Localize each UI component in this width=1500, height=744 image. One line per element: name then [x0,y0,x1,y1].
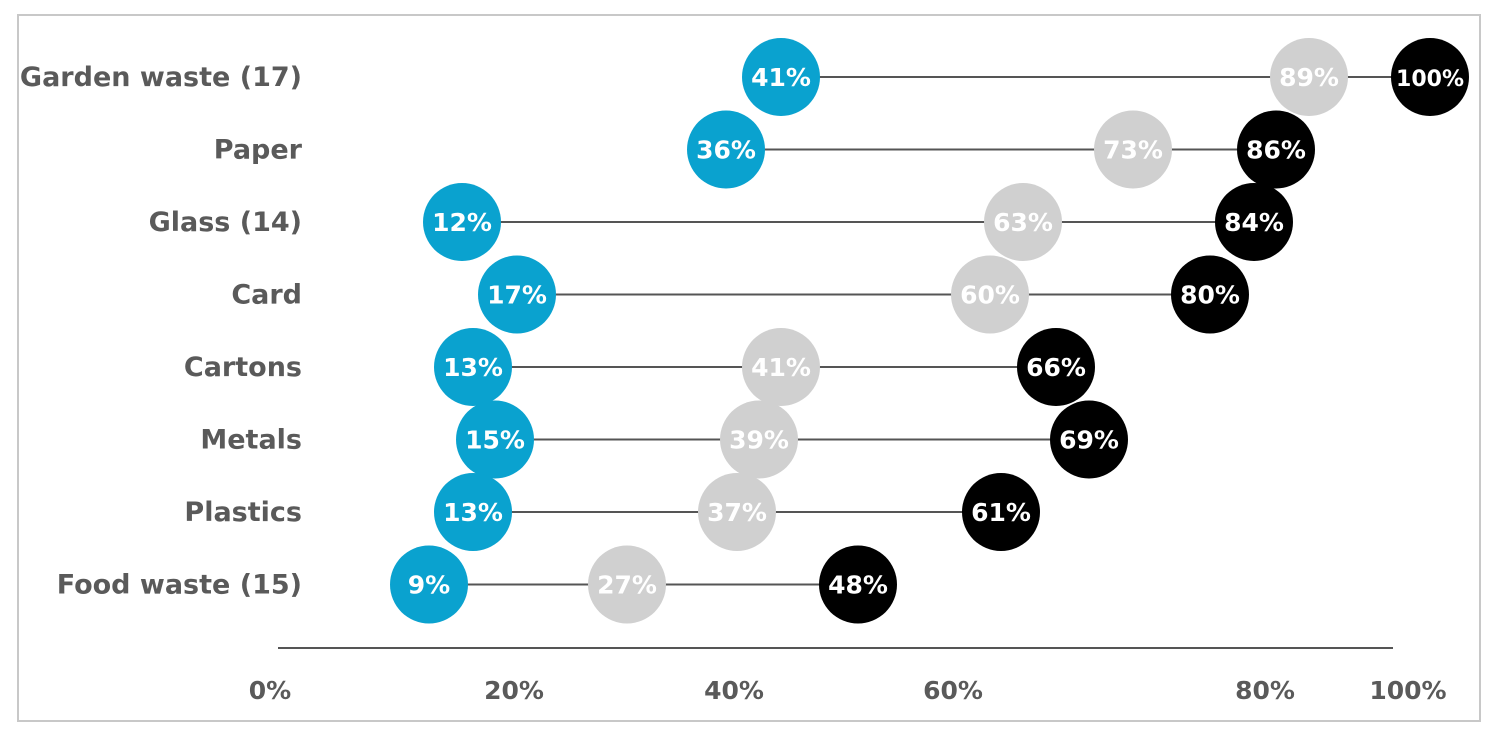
x-tick-label: 0% [249,676,291,705]
category-label: Metals [200,425,302,456]
data-point [962,473,1040,551]
data-label: 37% [707,498,767,527]
data-label: 69% [1059,426,1119,455]
chart-frame [17,14,1481,722]
data-point [1215,183,1293,261]
data-label: 15% [465,426,525,455]
data-point [1237,110,1315,189]
data-point [588,545,666,624]
data-label: 89% [1279,63,1339,92]
data-label: 13% [443,353,503,382]
data-label: 66% [1026,353,1086,382]
data-point [1171,255,1249,334]
data-point [742,38,820,116]
category-label: Cartons [184,352,302,383]
data-point [951,255,1029,334]
data-label: 41% [751,353,811,382]
data-point [434,328,512,406]
x-tick-label: 100% [1369,676,1446,705]
data-label: 73% [1103,136,1163,165]
data-point [434,473,512,551]
data-point [819,545,897,624]
category-label: Food waste (15) [57,570,302,601]
data-label: 61% [971,498,1031,527]
x-tick-label: 60% [923,676,983,705]
data-label: 13% [443,498,503,527]
data-label: 39% [729,426,789,455]
data-point [1017,328,1095,406]
data-label: 80% [1180,281,1240,310]
data-point [456,400,534,479]
data-point [390,545,468,624]
data-point [742,328,820,406]
x-tick-label: 80% [1235,676,1295,705]
category-label: Card [231,280,302,311]
category-label: Plastics [184,497,302,528]
data-label: 48% [828,571,888,600]
data-label: 60% [960,281,1020,310]
data-point [1094,110,1172,189]
data-label: 27% [597,571,657,600]
data-point [687,110,765,189]
category-label: Glass (14) [149,207,302,238]
data-label: 17% [487,281,547,310]
data-label: 100% [1396,67,1464,92]
data-point [984,183,1062,261]
data-label: 86% [1246,136,1306,165]
data-point [1270,38,1348,116]
data-label: 36% [696,136,756,165]
data-label: 84% [1224,208,1284,237]
data-point [720,400,798,479]
data-label: 63% [993,208,1053,237]
category-label: Garden waste (17) [20,62,302,93]
data-point [478,255,556,334]
x-tick-label: 20% [484,676,544,705]
x-tick-label: 40% [704,676,764,705]
data-point [1050,400,1128,479]
data-label: 12% [432,208,492,237]
category-label: Paper [214,135,303,166]
data-label: 41% [751,63,811,92]
data-label: 9% [408,571,450,600]
data-point [423,183,501,261]
data-point [1391,38,1469,116]
data-point [698,473,776,551]
